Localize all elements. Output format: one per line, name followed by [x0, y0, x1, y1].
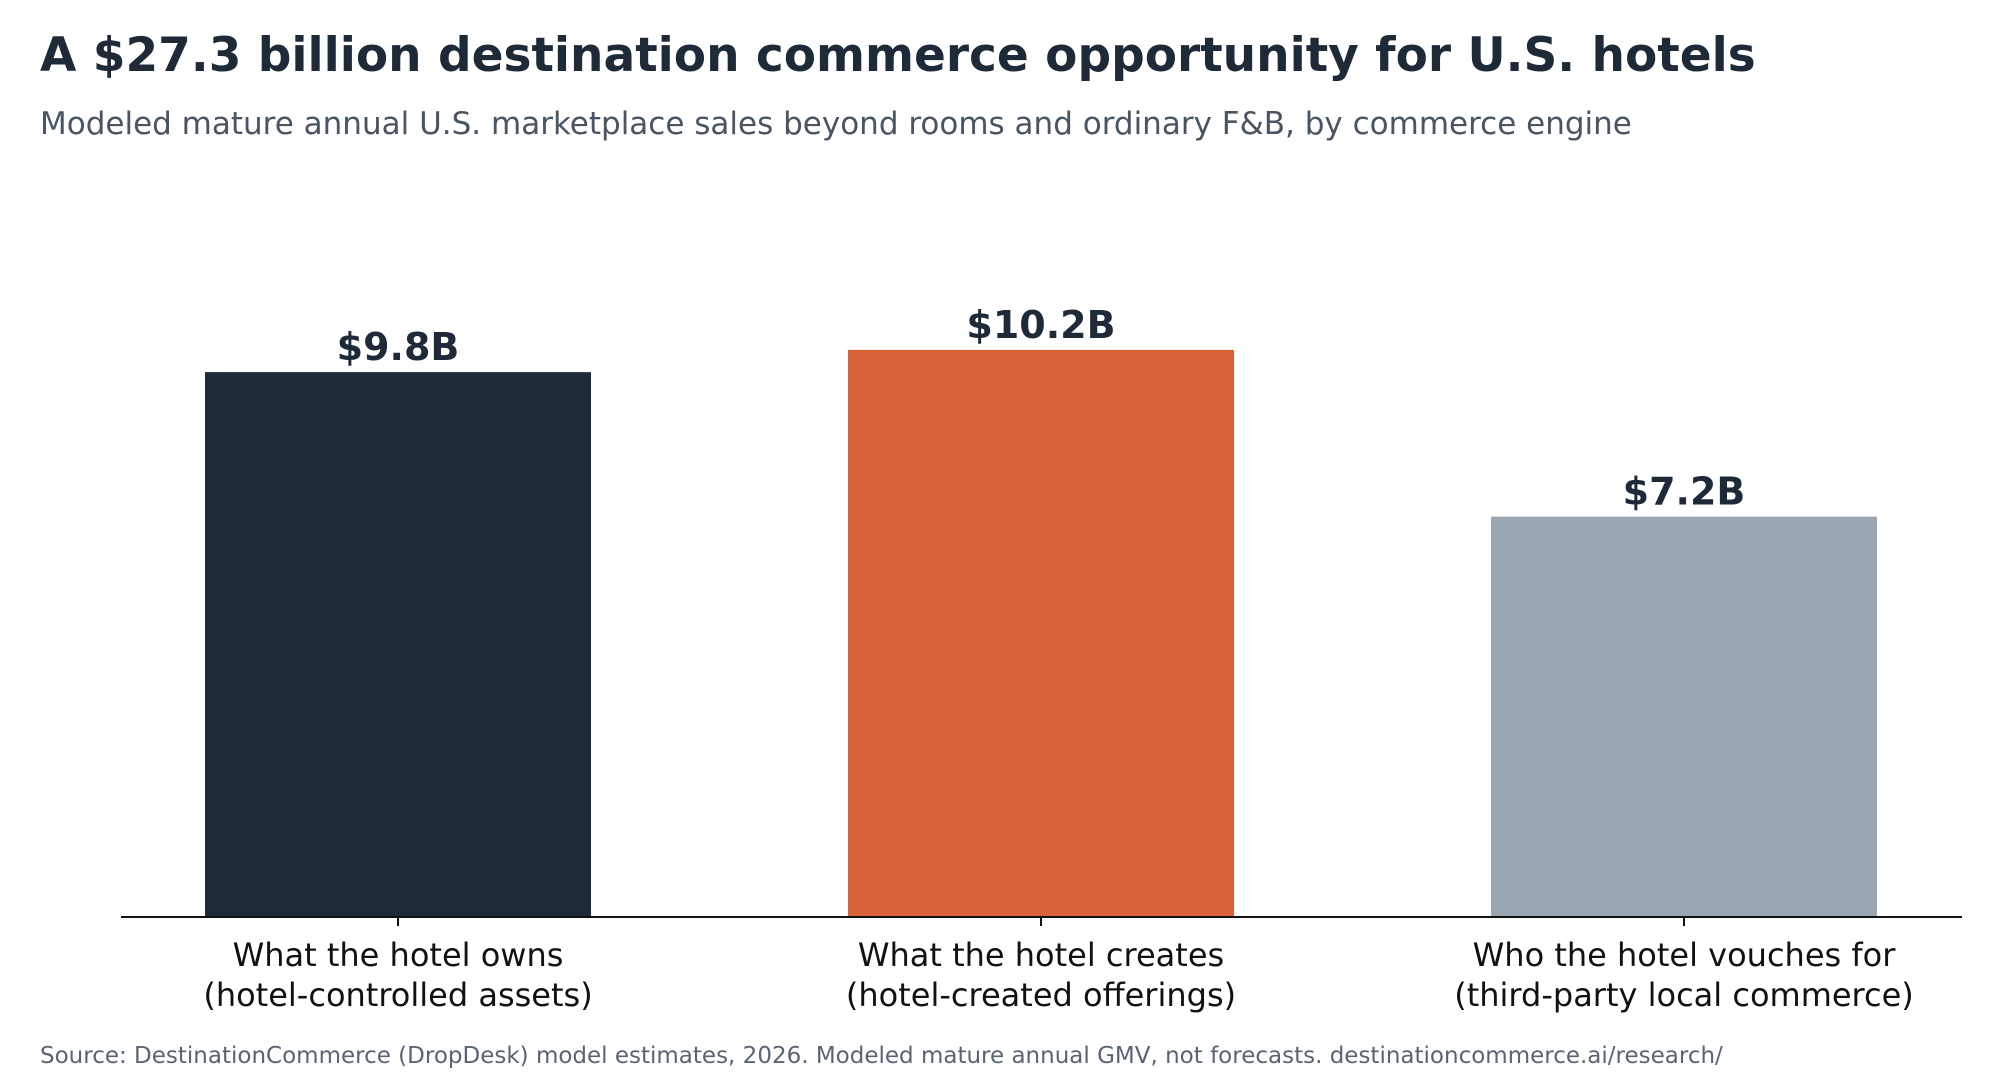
x-tick-label-2-line-1: What the hotel creates	[858, 936, 1224, 974]
bars-layer	[205, 349, 1877, 917]
bar-2	[848, 349, 1234, 917]
bar-value-label-1: $9.8B	[337, 325, 460, 369]
source-note: Source: DestinationCommerce (DropDesk) m…	[40, 1043, 1723, 1069]
bar-1	[205, 372, 591, 917]
x-tick-label-3-line-1: Who the hotel vouches for	[1473, 936, 1897, 974]
bar-value-label-2: $10.2B	[966, 303, 1115, 347]
bar-value-label-3: $7.2B	[1623, 470, 1746, 514]
chart-subtitle: Modeled mature annual U.S. marketplace s…	[40, 106, 1632, 142]
x-axis: What the hotel owns(hotel-controlled ass…	[121, 916, 1962, 1014]
value-labels-layer: $9.8B $10.2B $7.2B	[337, 303, 1746, 514]
x-tick-label-1-line-2: (hotel-controlled assets)	[203, 976, 592, 1014]
x-tick-label-3-line-2: (third-party local commerce)	[1454, 976, 1914, 1014]
chart-title: A $27.3 billion destination commerce opp…	[40, 28, 1756, 83]
x-tick-label-1-line-1: What the hotel owns	[233, 936, 564, 974]
bar-3	[1491, 516, 1877, 917]
x-tick-label-2-line-2: (hotel-created offerings)	[846, 976, 1236, 1014]
